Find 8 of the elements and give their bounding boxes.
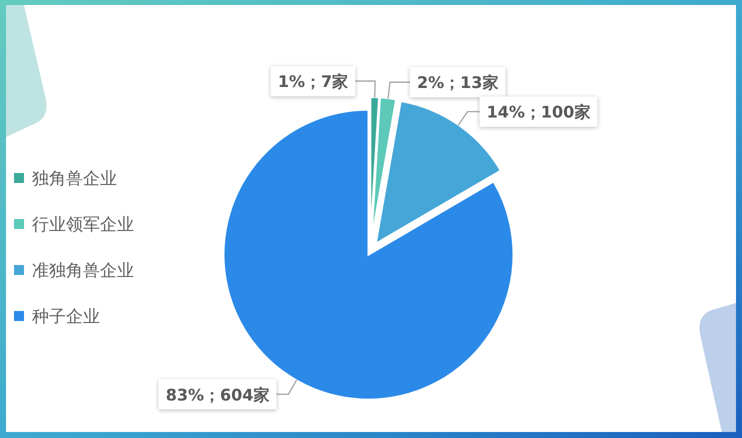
data-label: 1%；7家 xyxy=(278,72,348,92)
legend-label: 行业领军企业 xyxy=(32,214,134,236)
data-label: 83%；604家 xyxy=(166,385,270,404)
data-label: 2%；13家 xyxy=(416,73,498,92)
legend-label: 独角兽企业 xyxy=(32,168,117,190)
legend-label: 种子企业 xyxy=(32,306,100,328)
data-label: 14%；100家 xyxy=(486,102,590,122)
legend-label: 准独角兽企业 xyxy=(32,260,134,282)
